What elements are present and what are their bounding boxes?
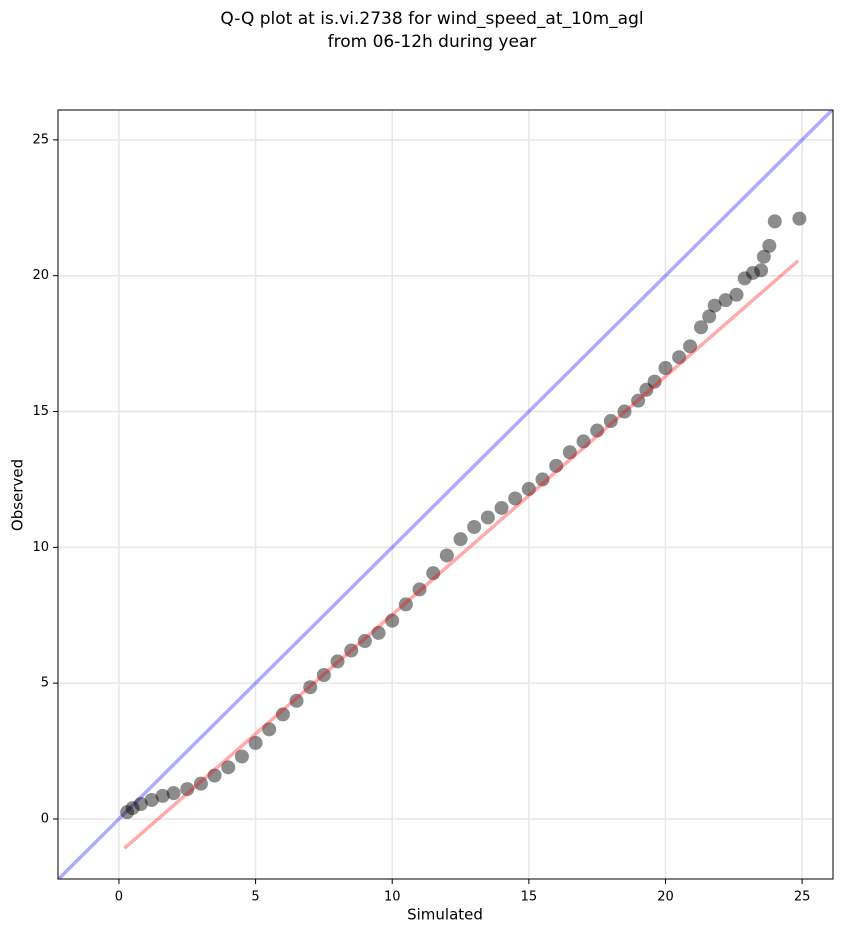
y-tick-label: 20 [32, 268, 49, 283]
point [631, 393, 646, 408]
point [207, 768, 222, 783]
point [767, 214, 782, 229]
point [521, 481, 536, 496]
point [262, 722, 277, 737]
point [120, 805, 135, 820]
x-tick-label: 0 [115, 890, 123, 905]
fit-line [123, 259, 800, 850]
point [562, 445, 577, 460]
y-tick-label: 5 [41, 676, 49, 691]
point [357, 634, 372, 649]
x-tick-label: 20 [657, 890, 674, 905]
point [371, 625, 386, 640]
point [658, 361, 673, 376]
point [180, 782, 195, 797]
point [745, 265, 760, 280]
point [480, 510, 495, 525]
y-tick-label: 15 [32, 404, 49, 419]
point [166, 786, 181, 801]
point [133, 797, 148, 812]
y-tick-label: 0 [41, 811, 49, 826]
point [398, 597, 413, 612]
x-tick-label: 25 [794, 890, 811, 905]
point [549, 458, 564, 473]
x-tick-label: 10 [384, 890, 401, 905]
point [467, 519, 482, 534]
point [792, 211, 807, 226]
point [756, 249, 771, 264]
point [683, 339, 698, 354]
point [494, 500, 509, 515]
point [535, 472, 550, 487]
x-tick-label: 15 [521, 890, 538, 905]
point [453, 532, 468, 547]
point [125, 801, 140, 816]
point [144, 792, 159, 807]
point [639, 382, 654, 397]
point [344, 643, 359, 658]
point [412, 582, 427, 597]
plot-frame [57, 109, 834, 880]
point [221, 760, 236, 775]
point [762, 238, 777, 253]
point [508, 491, 523, 506]
point [426, 566, 441, 581]
point [729, 287, 744, 302]
point [275, 707, 290, 722]
y-axis-label: Observed [9, 459, 27, 531]
point [248, 735, 263, 750]
chart-subtitle: from 06-12h during year [328, 32, 537, 52]
point [439, 548, 454, 563]
point [385, 613, 400, 628]
chart-title: Q-Q plot at is.vi.2738 for wind_speed_at… [220, 9, 643, 29]
point [702, 309, 717, 324]
point [193, 776, 208, 791]
point [754, 263, 769, 278]
point [718, 293, 733, 308]
point [330, 654, 345, 669]
point [672, 350, 687, 365]
point [576, 434, 591, 449]
point [234, 749, 249, 764]
point [155, 788, 170, 803]
y-tick-label: 10 [32, 540, 49, 555]
point [603, 414, 618, 429]
point [707, 298, 722, 313]
x-axis-label: Simulated [407, 906, 483, 924]
point [590, 423, 605, 438]
point [737, 271, 752, 286]
point [694, 320, 709, 335]
x-tick-label: 5 [251, 890, 259, 905]
identity-line [58, 110, 833, 879]
point [316, 668, 331, 683]
point [289, 693, 304, 708]
point [617, 404, 632, 419]
point [647, 374, 662, 389]
point [303, 680, 318, 695]
y-tick-label: 25 [32, 132, 49, 147]
